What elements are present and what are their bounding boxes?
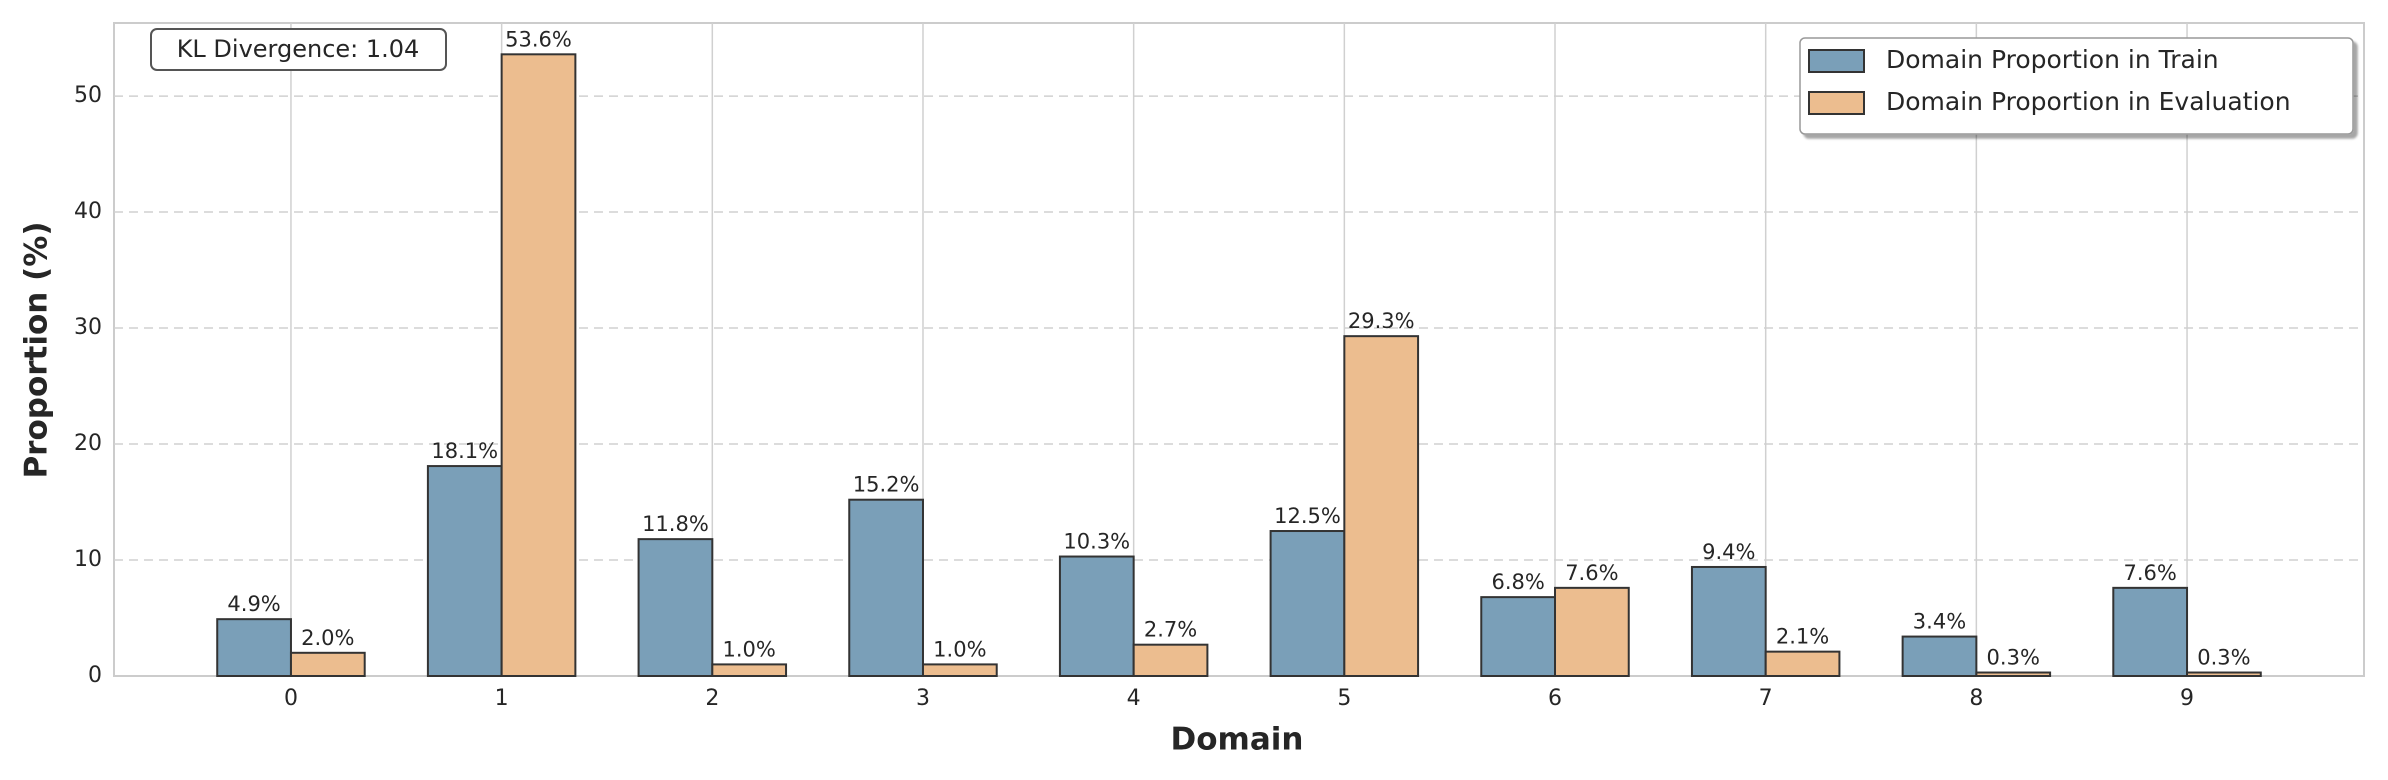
value-label: 2.7% [1144,618,1197,642]
bar [426,465,503,677]
value-label: 6.8% [1491,570,1544,594]
value-label: 29.3% [1348,309,1415,333]
legend-label: Domain Proportion in Train [1886,45,2219,74]
bar [2186,671,2262,678]
legend-label: Domain Proportion in Evaluation [1886,87,2291,116]
bar [1901,635,1978,677]
value-label: 0.3% [2197,646,2250,670]
legend-swatch [1808,91,1865,115]
value-label: 2.0% [301,626,354,650]
bar [1058,555,1135,677]
x-tick-label: 2 [705,686,719,711]
value-label: 1.0% [723,637,776,661]
value-label: 7.6% [2123,561,2176,585]
bar [848,498,924,677]
bar [1690,565,1767,677]
bar [289,651,366,678]
y-axis-label: Proportion (%) [19,221,55,478]
value-label: 2.1% [1776,625,1829,649]
bar [921,663,998,678]
bar [500,53,577,677]
x-tick-label: 5 [1337,686,1351,711]
value-label: 9.4% [1702,540,1755,564]
y-tick-label: 10 [74,547,102,572]
value-label: 0.3% [1987,646,2040,670]
y-tick-label: 50 [74,83,102,108]
bar [1343,335,1420,677]
value-label: 4.9% [227,592,280,616]
bar [637,538,714,678]
bar [1975,671,2052,678]
legend: Domain Proportion in Train Domain Proport… [1799,37,2354,135]
bar [711,663,788,678]
bar [2112,586,2189,677]
bar [1132,643,1209,678]
bar [216,618,292,678]
y-tick-label: 40 [74,199,102,224]
legend-box [1799,37,2354,135]
value-label: 3.4% [1913,610,1966,634]
bar [1554,586,1630,677]
x-tick-label: 4 [1127,686,1141,711]
x-axis-label: Domain [1171,722,1304,758]
bar [1269,530,1346,677]
value-label: 10.3% [1063,530,1130,554]
legend-swatch [1808,49,1865,73]
bar [1480,596,1557,677]
bar [1764,650,1841,678]
x-tick-label: 7 [1759,686,1773,711]
x-tick-label: 9 [2180,686,2194,711]
x-tick-label: 1 [495,686,509,711]
value-label: 1.0% [933,637,986,661]
annotation-box [150,28,447,71]
y-tick-label: 30 [74,315,102,340]
x-tick-label: 3 [916,686,930,711]
value-label: 15.2% [853,473,920,497]
y-tick-label: 0 [88,663,102,688]
x-tick-label: 6 [1548,686,1562,711]
annotation: KL Divergence: 1.04 [150,28,447,71]
value-label: 53.6% [505,27,572,51]
value-label: 18.1% [431,439,498,463]
annotation-text: KL Divergence: 1.04 [177,35,420,63]
value-label: 11.8% [642,512,709,536]
x-tick-label: 0 [284,686,298,711]
y-tick-label: 20 [74,431,102,456]
value-label: 12.5% [1274,504,1341,528]
plot-frame [113,22,2365,677]
value-label: 7.6% [1565,561,1618,585]
x-tick-label: 8 [1969,686,1983,711]
